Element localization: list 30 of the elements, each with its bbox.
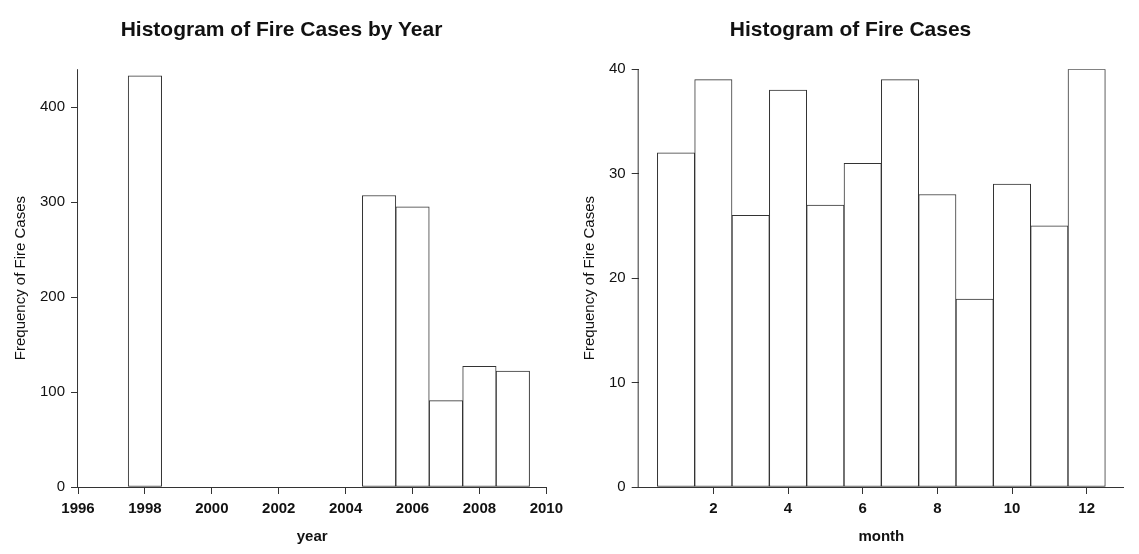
x-tick-label: 1998 (128, 499, 162, 517)
x-tick-label: 4 (783, 499, 793, 517)
y-axis-title: Frequency of Fire Cases (580, 195, 598, 361)
y-tick-label: 300 (40, 192, 66, 210)
x-tick-label: 12 (1078, 499, 1096, 517)
y-tick-label: 0 (56, 477, 66, 495)
y-tick-label: 40 (609, 59, 626, 77)
x-tick-label: 2006 (395, 499, 430, 517)
x-tick-label: 10 (1003, 499, 1021, 517)
chart-title: Histogram of Fire Cases (729, 17, 972, 41)
y-tick-label: 200 (40, 287, 66, 305)
x-tick-label: 2004 (328, 499, 363, 517)
x-tick-label: 2000 (195, 499, 229, 517)
y-axis-title: Frequency of Fire Cases (11, 195, 29, 361)
chart-title: Histogram of Fire Cases by Year (120, 17, 443, 41)
y-tick-label: 100 (40, 382, 66, 400)
y-tick-label: 10 (609, 372, 626, 390)
x-tick-label: 8 (933, 499, 942, 517)
y-tick-label: 400 (40, 97, 66, 115)
x-axis-title: year (296, 527, 328, 545)
x-tick-label: 1996 (61, 499, 95, 517)
x-tick-label: 6 (858, 499, 867, 517)
y-tick-label: 20 (609, 268, 626, 286)
x-tick-label: 2008 (462, 499, 497, 517)
x-tick-label: 2010 (529, 499, 563, 517)
x-tick-label: 2 (709, 499, 718, 517)
x-tick-label: 2002 (262, 499, 296, 517)
y-tick-label: 0 (617, 477, 626, 495)
x-axis-title: month (858, 527, 905, 545)
y-tick-label: 30 (609, 163, 626, 181)
